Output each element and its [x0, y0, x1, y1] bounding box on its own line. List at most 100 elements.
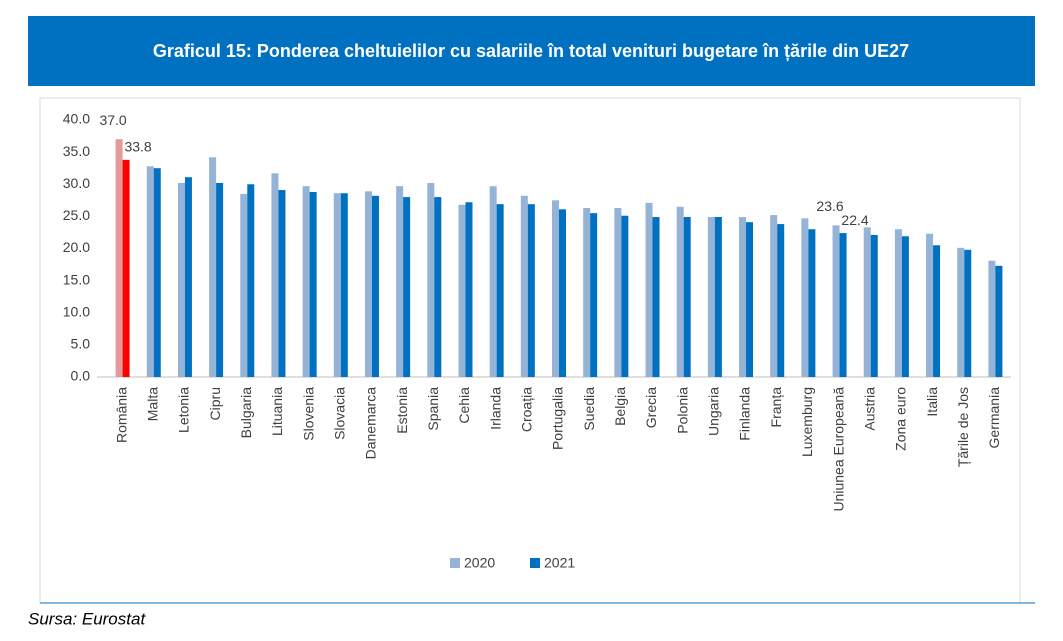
x-tick-label: Cehia: [456, 387, 472, 424]
bar: [153, 168, 161, 377]
x-tick-label: Slovenia: [300, 387, 316, 441]
x-tick-label: Letonia: [176, 387, 192, 433]
bar: [309, 191, 317, 377]
bar: [995, 265, 1003, 377]
bar: [552, 200, 559, 377]
bar: [247, 184, 255, 377]
x-tick-label: Zona euro: [893, 387, 909, 451]
x-tick-label: Franța: [768, 387, 784, 428]
bar: [614, 208, 622, 377]
bar: [870, 235, 878, 377]
bar: [901, 236, 909, 377]
bar: [988, 260, 996, 377]
title-banner: [28, 16, 1035, 86]
data-label: 23.6: [816, 198, 843, 214]
bar: [645, 202, 653, 377]
x-tick-label: Lituania: [269, 387, 285, 436]
y-tick-label: 0.0: [71, 368, 91, 384]
x-tick-label: Suedia: [581, 387, 597, 431]
bar: [832, 225, 840, 377]
bar: [839, 233, 847, 377]
bar: [371, 195, 379, 377]
bar: [894, 229, 902, 377]
x-tick-label: Danemarca: [363, 387, 379, 460]
x-tick-label: Malta: [144, 387, 160, 421]
bar: [933, 245, 941, 377]
bar: [403, 197, 411, 377]
bar: [707, 217, 715, 377]
y-tick-label: 20.0: [63, 239, 90, 255]
x-tick-label: Grecia: [643, 387, 659, 428]
y-tick-label: 35.0: [63, 143, 90, 159]
x-tick-label: Ungaria: [706, 387, 722, 436]
x-tick-label: Slovacia: [331, 387, 347, 440]
x-tick-label: Italia: [924, 387, 940, 417]
bar: [739, 217, 747, 377]
x-tick-label: Portugalia: [550, 387, 566, 450]
x-tick-label: Finlanda: [737, 387, 753, 441]
bar: [115, 139, 123, 377]
bar: [271, 173, 279, 377]
bar: [177, 182, 185, 377]
legend-label: 2021: [544, 555, 575, 571]
bar: [527, 204, 535, 377]
x-tick-label: Estonia: [394, 387, 410, 434]
data-label: 22.4: [841, 212, 868, 228]
bar: [465, 202, 473, 377]
x-tick-label: Irlanda: [487, 387, 503, 430]
bar: [333, 193, 341, 377]
chart-title: Graficul 15: Ponderea cheltuielilor cu s…: [153, 41, 909, 61]
bar: [770, 215, 778, 377]
bar: [808, 229, 816, 377]
bar: [278, 190, 286, 377]
y-tick-label: 25.0: [63, 207, 90, 223]
bar: [434, 197, 442, 377]
bar: [583, 208, 591, 377]
data-label: 37.0: [99, 112, 126, 128]
bar: [216, 182, 224, 377]
x-tick-label: Polonia: [674, 387, 690, 434]
bar: [746, 222, 754, 377]
bar: [964, 249, 972, 377]
bar: [496, 204, 504, 377]
bar: [122, 159, 130, 377]
bar: [458, 204, 466, 377]
x-tick-label: Belgia: [612, 387, 628, 426]
legend-swatch: [450, 558, 460, 568]
bar: [364, 191, 372, 377]
bar: [209, 157, 217, 377]
source: Sursa: Eurostat: [28, 609, 146, 628]
bar: [676, 206, 684, 377]
y-tick-label: 5.0: [71, 336, 91, 352]
y-tick-label: 15.0: [63, 271, 90, 287]
bar: [652, 217, 660, 377]
y-tick-label: 30.0: [63, 175, 90, 191]
data-label: 33.8: [124, 139, 151, 155]
x-tick-label: Croația: [519, 387, 535, 432]
bar: [590, 213, 598, 377]
legend-swatch: [530, 558, 540, 568]
x-tick-label: Țările de Jos: [955, 387, 971, 467]
x-tick-label: Luxemburg: [799, 387, 815, 457]
y-tick-label: 10.0: [63, 303, 90, 319]
bar: [427, 182, 435, 377]
bar: [801, 218, 809, 377]
bar: [683, 217, 691, 377]
y-tick-label: 40.0: [63, 111, 90, 127]
bar: [340, 193, 348, 377]
bar: [926, 233, 934, 377]
legend-label: 2020: [464, 555, 495, 571]
bar: [240, 193, 248, 377]
x-tick-label: Spania: [425, 387, 441, 431]
bar: [184, 177, 192, 377]
bar: [621, 215, 629, 377]
bar: [520, 195, 528, 377]
x-tick-label: Cipru: [207, 387, 223, 420]
bar: [714, 217, 722, 377]
bar: [777, 224, 785, 377]
bar: [559, 209, 566, 377]
bar: [957, 247, 965, 377]
bar: [489, 186, 497, 377]
bar: [302, 186, 310, 377]
